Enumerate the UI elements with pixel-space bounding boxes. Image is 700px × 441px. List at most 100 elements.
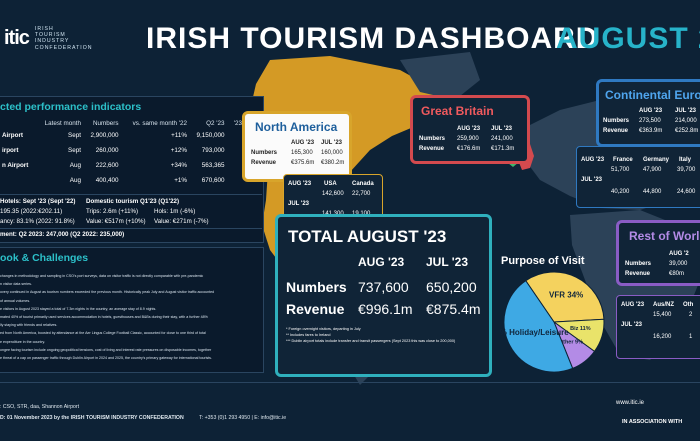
gb-revenue-jul: €171.3m xyxy=(491,146,515,152)
na-sub-aug: 22,700 xyxy=(352,191,371,197)
na-col-aug: AUG '23 xyxy=(291,140,315,146)
rw-sub-jul-label: JUL '23 xyxy=(621,322,642,328)
kpi-vs: +1% xyxy=(174,177,187,184)
total-revenue-aug: €996.1m xyxy=(358,301,413,317)
footer-divider xyxy=(0,382,700,383)
kpi-numbers: 400,400 xyxy=(95,177,119,184)
north-america-title: North America xyxy=(255,120,338,134)
total-numbers-jul: 650,200 xyxy=(426,279,477,295)
outlook-text: mated 40% of tourist primarily used serv… xyxy=(0,315,208,320)
kpi-col-header: Numbers xyxy=(92,120,119,127)
domestic-hols: Hols: 1m (-6%) xyxy=(154,208,196,215)
total-col-jul: JUL '23 xyxy=(426,255,468,269)
gb-numbers-aug: 259,900 xyxy=(457,136,479,142)
domestic-hols-value: Value: €271m (-7%) xyxy=(154,218,209,225)
ce-sub-col: France xyxy=(613,157,633,163)
na-sub-col: AUG '23 xyxy=(288,181,312,187)
greenland-landmass xyxy=(400,52,480,100)
outlook-text: ongee facing tourism include ongoing geo… xyxy=(0,347,212,352)
na-sub-aug: 142,600 xyxy=(322,191,344,197)
footer-association: IN ASSOCIATION WITH xyxy=(622,419,683,425)
ce-col-jul: JUL '23 xyxy=(675,108,696,114)
ce-sub-col: Italy xyxy=(679,157,692,163)
page-title: IRISH TOURISM DASHBOARD xyxy=(146,22,599,55)
domestic-label: Domestic tourism Q1'23 (Q1'22) xyxy=(86,198,180,205)
na-revenue-label: Revenue xyxy=(251,160,277,166)
kpi-table: Latest month Numbers vs. same month '22 … xyxy=(0,119,262,188)
na-numbers-aug: 165,300 xyxy=(291,150,313,156)
kpi-row-label: irport xyxy=(2,147,19,154)
outlook-text: e threat of a cap on passenger traffic t… xyxy=(0,356,212,361)
gb-numbers-jul: 241,000 xyxy=(491,136,513,142)
footer-sources: : CSO, STR, daa, Shannon Airport xyxy=(0,404,80,410)
outlook-text: n visitor data series. xyxy=(0,282,32,287)
kpi-month: Aug xyxy=(69,162,81,169)
page-month: AUGUST 20 xyxy=(556,22,700,55)
footer-url[interactable]: www.itic.ie xyxy=(616,400,645,406)
kpi-q2: 670,600 xyxy=(201,177,225,184)
outlook-text: e expenditure in the country. xyxy=(0,339,46,344)
ce-revenue-jul: €252.8m xyxy=(675,128,699,134)
purpose-pie-chart: VFR 34% Biz 11% Other 9% 47% Holiday/Leisur… xyxy=(500,271,605,373)
continental-europe-title: Continental Europe xyxy=(605,88,700,102)
hotels-rate: 195.35 (2022:€202.11) xyxy=(0,208,63,215)
ce-sub-jul: 44,800 xyxy=(643,189,662,195)
pie-slice-label: Other 9% xyxy=(559,340,583,346)
na-sub-col: USA xyxy=(324,181,337,187)
total-col-aug: AUG '23 xyxy=(358,255,405,269)
kpi-q2: 793,000 xyxy=(201,147,225,154)
kpi-month: Sept xyxy=(68,147,81,154)
outlook-text: changes in methodology and sampling in C… xyxy=(0,274,204,278)
kpi-row-label: Airport xyxy=(2,132,23,139)
employment: ment: Q2 2023: 247,000 (Q2 2022: 235,000… xyxy=(0,231,125,238)
outlook-text: of annual volumes. xyxy=(0,298,31,303)
great-britain-card: Great Britain AUG '23 JUL '23 Numbers 25… xyxy=(410,95,530,164)
kpi-vs: +34% xyxy=(170,162,187,169)
kpi-divider xyxy=(0,194,262,195)
gb-col-aug: AUG '23 xyxy=(457,126,481,132)
kpi-row: irport Sept 260,000 +12% 793,000 +8.6% xyxy=(0,143,262,158)
outlook-text: overy continued in August as tourism num… xyxy=(0,290,215,295)
rest-of-world-breakdown: AUG '23 Aus/NZ Oth 15,400 2 JUL '23 16,2… xyxy=(616,295,700,359)
kpi-col-header: Q2 '23 xyxy=(206,120,225,127)
logo-mark: itic xyxy=(4,26,30,49)
ce-sub-jul-label: JUL '23 xyxy=(581,177,602,183)
kpi-row: Aug 400,400 +1% 670,600 -5% xyxy=(0,173,262,188)
na-numbers-label: Numbers xyxy=(251,150,278,156)
rw-sub-jul: 16,200 xyxy=(653,334,672,340)
kpi-col-header: Latest month xyxy=(44,120,81,127)
na-col-jul: JUL '23 xyxy=(321,140,342,146)
kpi-vs: +11% xyxy=(171,132,187,139)
logo-text: IRISH TOURISM INDUSTRY CONFEDERATION xyxy=(35,26,93,51)
outlook-text: lly staying with friends and relatives. xyxy=(0,323,58,328)
total-note: *** Dublin airport totals include transf… xyxy=(286,339,456,343)
rw-sub-col: Aus/NZ xyxy=(653,302,674,308)
outlook-panel: ook & Challenges changes in methodology … xyxy=(0,247,264,373)
rw-sub-col: AUG '23 xyxy=(621,302,645,308)
kpi-title: cted performance indicators xyxy=(0,101,142,113)
gb-revenue-aug: €176.6m xyxy=(457,146,481,152)
continental-europe-card: Continental Europe AUG '23 JUL '23 Numbe… xyxy=(596,79,700,147)
pie-slice xyxy=(525,271,605,323)
total-numbers-label: Numbers xyxy=(286,279,347,295)
pie-slice-label: Biz 11% xyxy=(570,326,591,332)
pie-slice xyxy=(503,280,574,373)
ce-sub-jul: 24,600 xyxy=(677,189,696,195)
kpi-row-label: n Airport xyxy=(2,162,29,169)
gb-col-jul: JUL '23 xyxy=(491,126,512,132)
total-note: * Foreign overnight visitors, departing … xyxy=(286,327,361,331)
hotels-label: Hotels: Sept '23 (Sept '22) xyxy=(0,198,76,205)
rw-sub-aug: 15,400 xyxy=(653,312,672,318)
footer-published: D: 01 November 2023 by the IRISH TOURISM… xyxy=(0,415,286,421)
na-revenue-aug: €375.6m xyxy=(291,160,315,166)
total-card: TOTAL AUGUST '23 AUG '23 JUL '23 Numbers… xyxy=(275,214,492,377)
logo-line: CONFEDERATION xyxy=(34,44,93,51)
outlook-body: changes in methodology and sampling in C… xyxy=(0,274,258,364)
ce-sub-col: AUG '23 xyxy=(581,157,605,163)
footer-contact: T: +353 (0)1 293 4950 | E: info@itic.ie xyxy=(199,415,287,421)
ce-revenue-label: Revenue xyxy=(603,128,629,134)
kpi-q2: 563,365 xyxy=(201,162,225,169)
pie-slice-label: VFR 34% xyxy=(549,290,583,299)
na-revenue-jul: €380.2m xyxy=(321,160,345,166)
purpose-title: Purpose of Visit xyxy=(501,255,585,267)
